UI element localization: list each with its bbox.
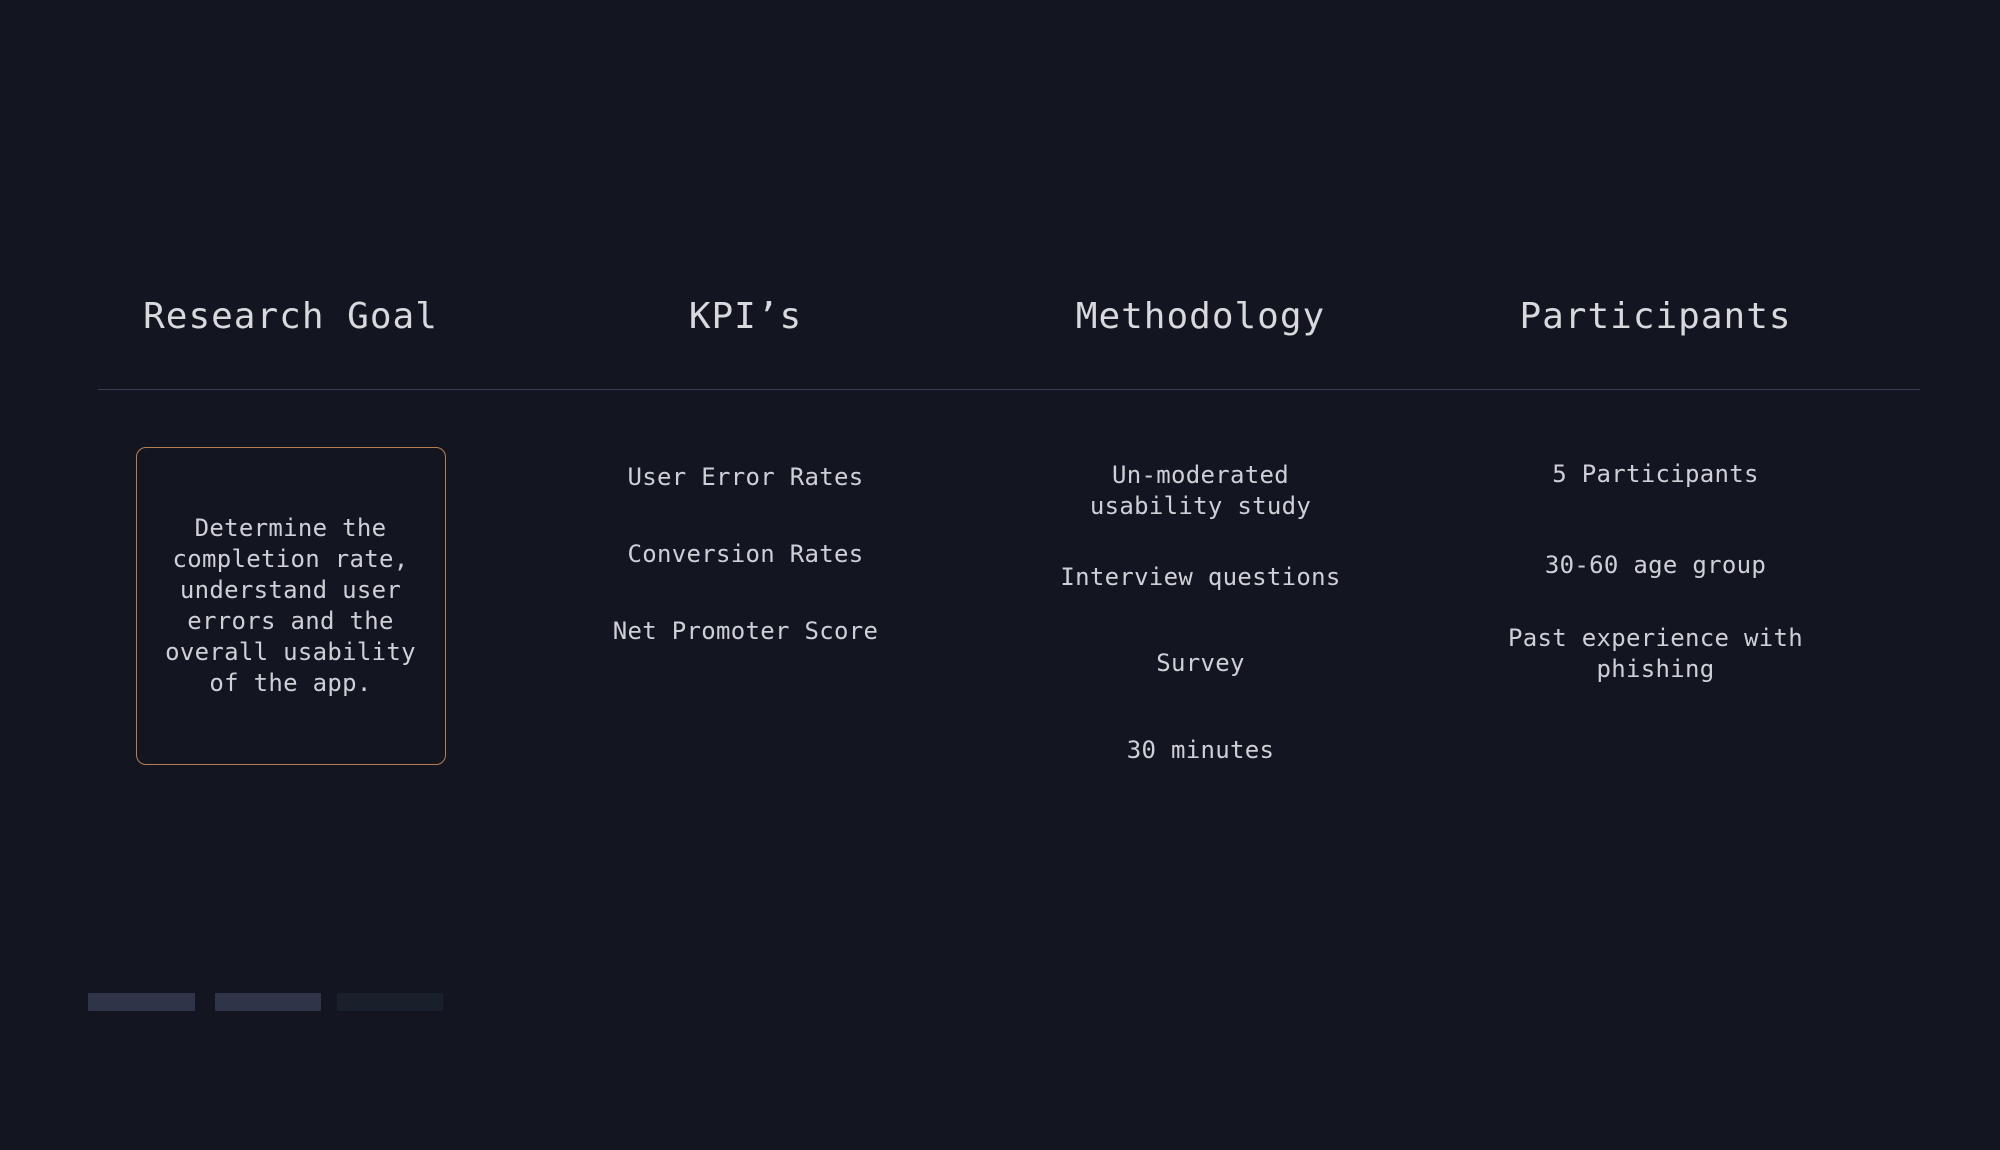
kpi-item: User Error Rates xyxy=(627,463,864,491)
research-goal-box: Determine the completion rate, understan… xyxy=(135,447,446,765)
methodology-item: Survey xyxy=(1156,649,1245,677)
header-research-goal: Research Goal xyxy=(143,296,438,337)
kpi-item: Net Promoter Score xyxy=(612,617,879,645)
header-divider-line xyxy=(98,389,1920,390)
participants-item: 30-60 age group xyxy=(1544,551,1767,579)
kpi-item: Conversion Rates xyxy=(627,540,864,568)
step-indicator-bar-inactive[interactable] xyxy=(337,993,443,1011)
research-goal-text: Determine the completion rate, understan… xyxy=(165,514,416,697)
column-kpis: User Error Rates Conversion Rates Net Pr… xyxy=(518,440,973,693)
methodology-item: 30 minutes xyxy=(1126,736,1275,764)
step-indicator-bar-active[interactable] xyxy=(88,993,195,1011)
header-participants: Participants xyxy=(1519,296,1792,337)
header-methodology: Methodology xyxy=(1075,296,1326,337)
column-participants: 5 Participants 30-60 age group Past expe… xyxy=(1428,440,1883,685)
header-kpis: KPI’s xyxy=(688,296,803,337)
participants-item: 5 Participants xyxy=(1552,460,1759,488)
methodology-item: Un-moderated usability study xyxy=(1089,461,1312,520)
column-headers: Research Goal KPI’s Methodology Particip… xyxy=(63,293,1883,341)
column-methodology: Un-moderated usability study Interview q… xyxy=(973,440,1428,766)
column-research-goal: Determine the completion rate, understan… xyxy=(63,440,518,765)
participants-item: Past experience with phishing xyxy=(1508,624,1803,683)
step-indicator-bar-active[interactable] xyxy=(215,993,321,1011)
columns-content: Determine the completion rate, understan… xyxy=(63,440,1883,766)
methodology-item: Interview questions xyxy=(1060,563,1341,591)
